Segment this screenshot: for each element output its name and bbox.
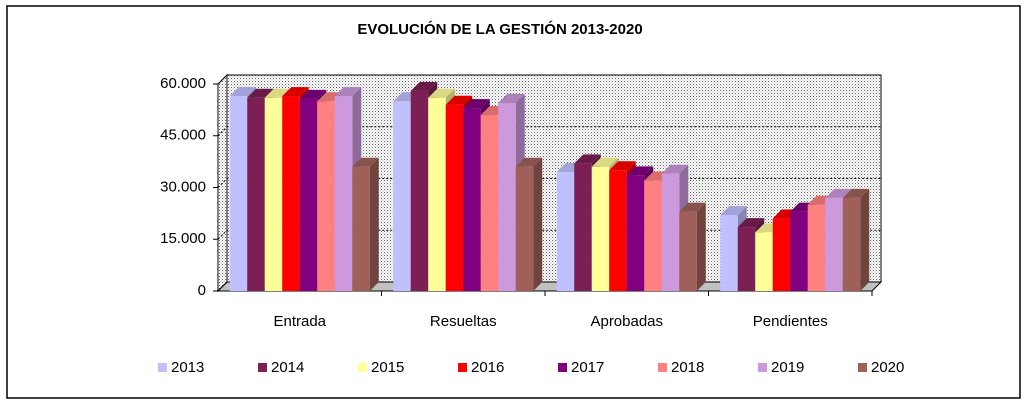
y-tick-label: 45.000 (160, 127, 206, 144)
legend-label: 2019 (771, 359, 804, 376)
legend-label: 2016 (471, 359, 504, 376)
bar-side (533, 157, 543, 291)
legend-swatch (358, 363, 367, 372)
legend-label: 2013 (171, 359, 204, 376)
bar-side (369, 157, 379, 291)
bar (609, 170, 627, 291)
bar-top (410, 81, 438, 91)
bar (626, 175, 645, 291)
side-wall (217, 73, 228, 293)
bar-top (626, 166, 654, 176)
bar (299, 98, 318, 292)
bar-top (428, 88, 455, 98)
bar (463, 108, 481, 292)
y-tick-label: 30.000 (160, 178, 206, 195)
legend-swatch (658, 363, 667, 372)
legend-label: 2018 (671, 359, 704, 376)
bar (515, 166, 534, 291)
bar (317, 101, 335, 291)
y-tick-label: 60.000 (160, 75, 206, 92)
legend-swatch (158, 363, 167, 372)
bar-top (498, 93, 525, 103)
legend-swatch (258, 363, 267, 372)
bar (428, 97, 446, 291)
bar (842, 197, 861, 291)
x-tick-label: Resueltas (430, 313, 497, 330)
bar (264, 97, 283, 291)
legend-label: 2017 (571, 359, 604, 376)
bar-top (825, 188, 852, 198)
bar-top (463, 99, 490, 109)
bar-top (609, 161, 636, 171)
bar (807, 204, 826, 291)
bar (334, 96, 353, 291)
legend-swatch (858, 363, 867, 372)
y-tick-label: 15.000 (160, 230, 206, 247)
bar-top (282, 87, 309, 97)
bar (574, 163, 592, 291)
bar-top (574, 154, 601, 164)
bar (480, 115, 499, 291)
bar (352, 166, 370, 291)
bar-top (515, 157, 543, 167)
x-tick-label: Pendientes (753, 313, 828, 330)
bar-top (842, 188, 870, 198)
bar (591, 166, 610, 291)
bar-side (860, 188, 870, 291)
bar (229, 96, 248, 291)
bar (720, 215, 738, 291)
bar-top (720, 206, 747, 216)
bar (790, 211, 808, 291)
bar-top (591, 157, 619, 167)
bar (410, 90, 429, 292)
bar (737, 227, 756, 291)
bar (644, 180, 662, 291)
bar (556, 171, 575, 291)
bar (393, 101, 411, 291)
bar-top (299, 89, 327, 99)
bar-top (737, 218, 765, 228)
legend-label: 2015 (371, 359, 404, 376)
x-tick-label: Aprobadas (590, 313, 663, 330)
grid-line (217, 74, 881, 85)
bar (282, 96, 300, 291)
bar-top (352, 157, 379, 167)
bar (755, 232, 773, 291)
bar (679, 211, 697, 291)
bar-top (445, 95, 473, 105)
bar (247, 97, 265, 291)
legend-label: 2020 (871, 359, 904, 376)
legend-swatch (558, 363, 567, 372)
bar-top (334, 87, 362, 97)
bar-top (679, 202, 706, 212)
bar (445, 104, 464, 291)
bar-top (264, 88, 292, 98)
legend-swatch (458, 363, 467, 372)
bar-top (229, 87, 257, 97)
grid-line (217, 126, 881, 137)
bar (825, 197, 843, 291)
legend-swatch (758, 363, 767, 372)
bar (772, 218, 791, 291)
legend-label: 2014 (271, 359, 304, 376)
bar-top (661, 164, 689, 174)
bar (661, 173, 680, 291)
bar-side (696, 202, 706, 291)
y-tick-label: 0 (198, 282, 206, 299)
bar (498, 102, 516, 291)
chart-title: EVOLUCIÓN DE LA GESTIÓN 2013-2020 (357, 20, 642, 38)
bar-top (247, 88, 274, 98)
x-tick-label: Entrada (273, 313, 326, 330)
